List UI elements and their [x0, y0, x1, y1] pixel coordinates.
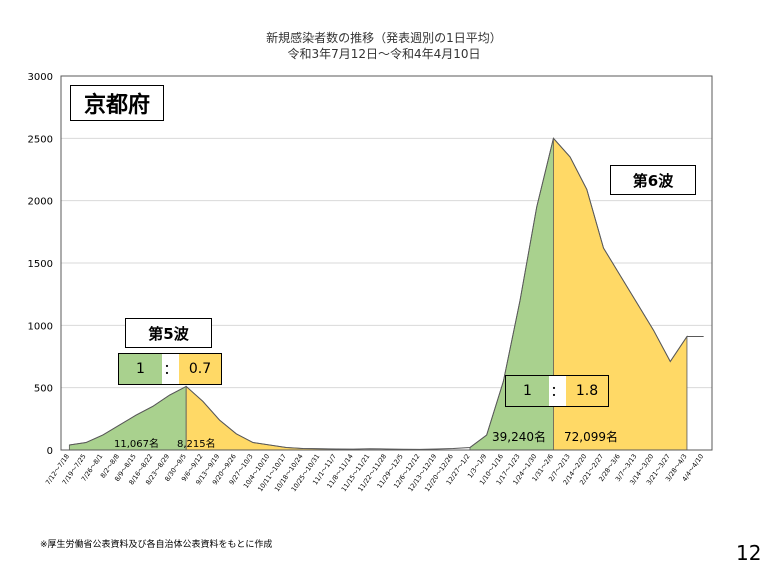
wave5-ratio-right: 0.7 — [179, 354, 221, 384]
chart-title-line2: 令和3年7月12日～令和4年4月10日 — [287, 47, 481, 61]
wave5-label: 第5波 — [125, 318, 212, 348]
wave5-count-left: 11,067名 — [114, 439, 159, 450]
wave5-count-right: 8,215名 — [177, 439, 216, 450]
page-number: 12 — [736, 541, 762, 565]
area-segments — [68, 137, 704, 451]
wave6-ratio-left: 1 — [506, 376, 549, 406]
y-tick-label: 1500 — [28, 259, 53, 270]
plot-frame — [60, 75, 713, 451]
wave6-count-right: 72,099名 — [564, 430, 618, 444]
wave6-ratio-right: 1.8 — [566, 376, 608, 406]
wave6-label: 第6波 — [610, 165, 696, 195]
wave5-ratio-left: 1 — [119, 354, 162, 384]
wave5-ratio-sep: ： — [162, 354, 179, 384]
y-tick-label: 500 — [34, 384, 53, 395]
footnote: ※厚生労働省公表資料及び各自治体公表資料をもとに作成 — [40, 540, 273, 550]
y-tick-label: 1000 — [28, 321, 53, 332]
wave6-ratio-sep: ： — [549, 376, 566, 406]
wave6-ratio: 1 ： 1.8 — [505, 375, 609, 407]
y-tick-label: 2000 — [28, 197, 53, 208]
chart-title-line1: 新規感染者数の推移（発表週別の1日平均） — [266, 31, 502, 45]
y-tick-label: 3000 — [28, 72, 53, 83]
x-axis: 7/12～7/187/19～7/257/26～8/18/2～8/88/9～8/1… — [44, 453, 705, 494]
series-line — [69, 137, 704, 450]
region-label: 京都府 — [70, 85, 164, 121]
wave6-count-left: 39,240名 — [492, 430, 546, 444]
y-axis: 0 500 1000 1500 2000 2500 3000 — [28, 72, 53, 457]
y-tick-label: 2500 — [28, 134, 53, 145]
y-tick-label: 0 — [47, 446, 53, 457]
wave5-ratio: 1 ： 0.7 — [118, 353, 222, 385]
